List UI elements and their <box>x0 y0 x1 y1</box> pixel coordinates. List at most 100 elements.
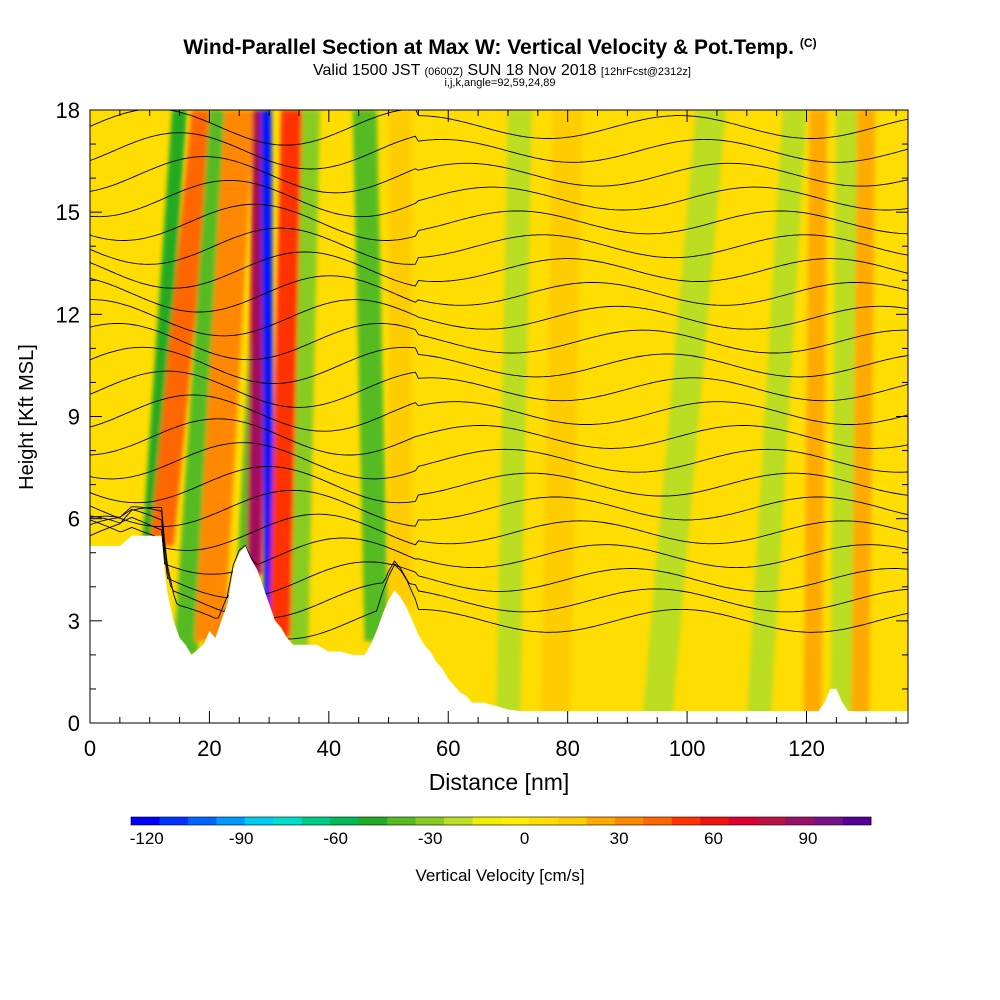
isentrope-line-0 <box>90 506 908 640</box>
x-axis-label: Distance [nm] <box>429 769 570 795</box>
terrain-mask <box>90 535 908 723</box>
colorbar-tick-label: -60 <box>323 829 348 848</box>
isentrope-line-17 <box>90 203 908 241</box>
colorbar-swatch <box>187 817 217 825</box>
colorbar-swatch <box>529 817 559 825</box>
colorbar-swatch <box>330 817 360 825</box>
colorbar-swatch <box>785 817 815 825</box>
colorbar-swatch <box>159 817 189 825</box>
colorbar-swatch <box>671 817 701 825</box>
y-tick-label: 9 <box>68 405 80 430</box>
colorbar-swatch <box>700 817 730 825</box>
isentrope-line-5 <box>90 489 908 528</box>
isentrope-line-13 <box>90 299 908 337</box>
colorbar-swatch <box>586 817 616 825</box>
valid-date: SUN 18 Nov 2018 <box>467 62 597 79</box>
isentrope-line-20 <box>90 132 908 170</box>
colorbar-swatch <box>501 817 530 825</box>
colorbar-swatch <box>444 817 473 825</box>
velocity-plume-9 <box>352 110 389 642</box>
x-tick-label: 20 <box>197 736 221 761</box>
isentrope-line-6 <box>90 466 908 504</box>
velocity-plume-core-5 <box>250 110 264 575</box>
y-axis-label: Height [Kft MSL] <box>16 344 38 490</box>
y-tick-label: 18 <box>56 98 80 123</box>
colorbar-label: Vertical Velocity [cm/s] <box>415 866 584 885</box>
y-tick-label: 6 <box>68 507 80 532</box>
isentrope-line-10 <box>90 370 908 408</box>
isentrope-line-11 <box>90 346 908 384</box>
copyright-tag: (C) <box>799 36 817 50</box>
colorbar-swatch <box>415 817 445 825</box>
colorbar-swatch <box>273 817 303 825</box>
isentrope-line-12 <box>90 323 908 361</box>
colorbar-swatch <box>614 817 644 825</box>
y-tick-label: 15 <box>56 200 80 225</box>
colorbar-swatch <box>216 817 246 825</box>
velocity-plume-15 <box>803 110 828 722</box>
velocity-plume-17 <box>851 110 876 722</box>
colorbar-swatch <box>643 817 673 825</box>
isentrope-line-3 <box>90 515 908 575</box>
colorbar-swatch <box>728 817 758 825</box>
colorbar-swatch <box>842 817 872 825</box>
colorbar-swatch <box>244 817 274 825</box>
velocity-plume-10 <box>388 110 413 608</box>
isentrope-line-15 <box>90 251 908 289</box>
x-tick-label: 0 <box>84 736 96 761</box>
colorbar-tick-label: 0 <box>520 829 529 848</box>
y-tick-label: 3 <box>68 609 80 634</box>
colorbar-tick-label: -30 <box>418 829 443 848</box>
colorbar-swatch <box>131 817 160 825</box>
chart-title: Wind-Parallel Section at Max W: Vertical… <box>183 36 817 59</box>
velocity-plume-7 <box>269 110 305 638</box>
x-tick-label: 40 <box>317 736 341 761</box>
colorbar-tick-label: -90 <box>229 829 254 848</box>
velocity-plume-12 <box>540 110 583 722</box>
section-params: i,j,k,angle=92,59,24,89 <box>444 77 556 89</box>
isentrope-line-14 <box>90 275 908 313</box>
velocity-plume-13 <box>642 110 726 722</box>
colorbar-swatch <box>472 817 502 825</box>
velocity-plume-3 <box>194 110 255 642</box>
chart-subtitle: Valid 1500 JST (0600Z) SUN 18 Nov 2018 [… <box>2 62 1000 80</box>
colorbar: -120 -90 -60 -30 0 30 60 90 <box>130 816 872 848</box>
x-tick-label: 120 <box>788 736 825 761</box>
y-tick-label: 0 <box>68 711 80 736</box>
velocity-features <box>142 110 876 722</box>
isentrope-line-19 <box>90 156 908 194</box>
x-tick-label: 100 <box>669 736 706 761</box>
velocity-plume-11 <box>496 110 532 720</box>
colorbar-swatch <box>757 817 787 825</box>
isentrope-line-21 <box>90 110 908 146</box>
colorbar-tick-label: -120 <box>130 829 164 848</box>
velocity-plume-8 <box>290 110 320 655</box>
colorbar-tick-label: 30 <box>610 829 629 848</box>
axes: 0 20 40 60 80 100 120 0 3 6 9 12 15 18 <box>56 98 908 761</box>
forecast-tag: [12hrFcst@2312z] <box>600 66 691 78</box>
isentrope-line-16 <box>90 227 908 265</box>
colorbar-swatch <box>387 817 417 825</box>
isentrope-line-8 <box>90 418 908 456</box>
velocity-plume-0 <box>142 110 188 546</box>
isentrope-line-7 <box>90 442 908 480</box>
colorbar-swatch <box>557 817 587 825</box>
y-tick-label: 12 <box>56 302 80 327</box>
isentrope-line-9 <box>90 394 908 432</box>
isentrope-line-2 <box>90 509 908 599</box>
isentrope-line-18 <box>90 179 908 218</box>
colorbar-swatch <box>358 817 388 825</box>
isentrope-line-4 <box>90 513 908 551</box>
colorbar-swatch <box>814 817 843 825</box>
colorbar-frame <box>130 816 872 826</box>
colorbar-swatch <box>301 817 331 825</box>
velocity-field <box>90 110 908 723</box>
velocity-plume-core-6 <box>263 110 272 615</box>
colorbar-tick-label: 60 <box>704 829 723 848</box>
colorbar-tick-label: 90 <box>799 829 818 848</box>
x-tick-label: 80 <box>555 736 579 761</box>
valid-time: Valid 1500 JST <box>313 62 421 79</box>
valid-utc: (0600Z) <box>424 66 464 78</box>
x-tick-label: 60 <box>436 736 460 761</box>
